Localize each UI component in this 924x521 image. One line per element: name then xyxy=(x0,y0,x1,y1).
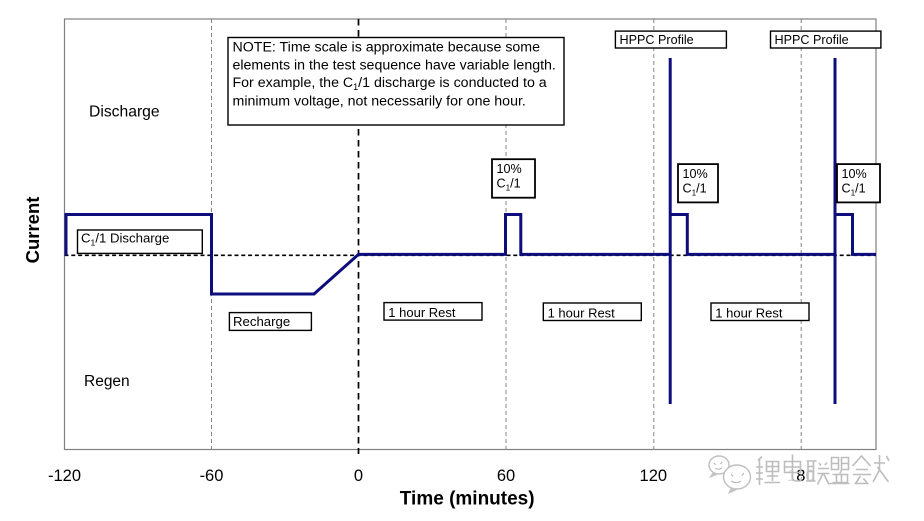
svg-text:10%: 10% xyxy=(497,162,522,176)
svg-text:1 hour Rest: 1 hour Rest xyxy=(715,305,783,320)
svg-text:NOTE: Time scale is approximat: NOTE: Time scale is approximate because … xyxy=(233,40,541,56)
svg-text:Discharge: Discharge xyxy=(89,104,160,121)
svg-text:-60: -60 xyxy=(200,467,224,485)
svg-text:0: 0 xyxy=(354,467,363,485)
svg-text:Regen: Regen xyxy=(84,373,130,390)
svg-text:Current: Current xyxy=(22,197,43,264)
svg-text:10%: 10% xyxy=(683,167,708,181)
svg-text:elements in the test sequence: elements in the test sequence have varia… xyxy=(233,57,556,73)
svg-text:1 hour Rest: 1 hour Rest xyxy=(548,305,616,320)
svg-text:120: 120 xyxy=(640,467,668,485)
svg-text:C1/1: C1/1 xyxy=(683,182,707,198)
svg-text:10%: 10% xyxy=(842,167,867,181)
svg-text:Time (minutes): Time (minutes) xyxy=(400,489,535,510)
svg-text:C1/1: C1/1 xyxy=(497,177,521,193)
svg-text:C1/1: C1/1 xyxy=(842,182,866,198)
svg-text:60: 60 xyxy=(497,467,515,485)
svg-text:1 hour Rest: 1 hour Rest xyxy=(388,305,456,320)
svg-text:-120: -120 xyxy=(48,467,81,485)
svg-text:HPPC Profile: HPPC Profile xyxy=(620,33,694,47)
svg-text:Recharge: Recharge xyxy=(233,314,290,329)
svg-text:For example, the C1/1 discharg: For example, the C1/1 discharge is condu… xyxy=(233,75,547,92)
svg-text:C1/1 Discharge: C1/1 Discharge xyxy=(81,230,169,247)
svg-text:minimum voltage, not necessari: minimum voltage, not necessarily for one… xyxy=(233,93,526,109)
svg-text:HPPC Profile: HPPC Profile xyxy=(775,33,849,47)
